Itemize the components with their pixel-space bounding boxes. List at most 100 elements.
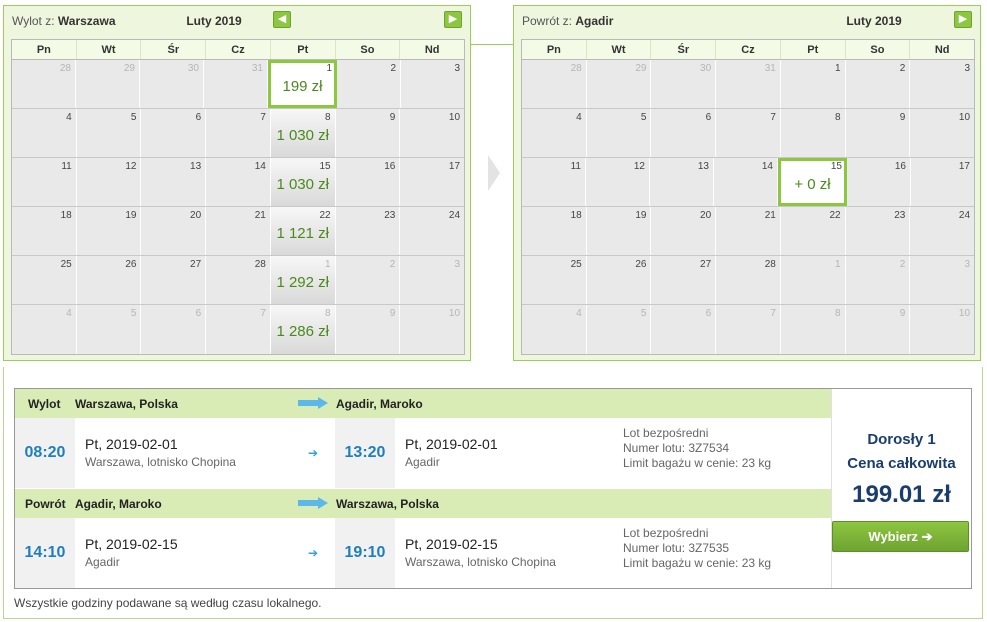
calendar-day-priced[interactable]: 15 + 0 zł [778, 158, 847, 206]
calendar-day: 28 [206, 256, 271, 304]
arrival-date: Pt, 2019-02-01 [405, 436, 498, 452]
calendar-day: 3 [910, 256, 975, 304]
return-leg-header: Powrót Agadir, Maroko Warszawa, Polska [15, 489, 831, 518]
calendar-day: 7 [716, 305, 781, 354]
calendar-day: 23 [845, 207, 911, 255]
calendar-day: 10 [400, 109, 465, 157]
day-number: 28 [59, 63, 71, 74]
calendar-week: 4 5 6 7 8 1 286 zł 9 10 [12, 305, 465, 354]
calendar-day: 28 [12, 60, 76, 108]
select-button[interactable]: Wybierz ➔ [832, 521, 969, 552]
calendar-week: 11 12 13 14 15 + 0 zł 16 17 [522, 158, 974, 207]
flight-info: Lot bezpośredni Numer lotu: 3Z7535 Limit… [623, 518, 831, 588]
day-number: 2 [390, 63, 396, 74]
calendar-day: 24 [910, 207, 975, 255]
calendar-day: 4 [12, 109, 77, 157]
departure-detail: Pt, 2019-02-15 Agadir ➔ [75, 518, 335, 588]
day-number: 14 [761, 161, 773, 172]
arrival-date: Pt, 2019-02-15 [405, 536, 498, 552]
next-month-button[interactable]: ▶ [954, 11, 972, 28]
calendar-day: 17 [911, 158, 974, 206]
dow-label: Cz [716, 40, 781, 59]
arrow-right-icon: ▶ [958, 13, 968, 25]
calendar-day: 31 [716, 60, 781, 108]
calendar-day-priced[interactable]: 8 1 286 zł [270, 305, 336, 354]
day-number: 3 [454, 259, 461, 270]
route-arrow-icon [298, 497, 328, 509]
day-number: 31 [251, 63, 263, 74]
calendar-day: 13 [141, 158, 207, 206]
day-number: 6 [195, 112, 202, 123]
day-number: 26 [125, 259, 137, 270]
calendar-day: 11 [12, 158, 77, 206]
day-number: 20 [700, 210, 712, 221]
calendar-day: 4 [522, 109, 587, 157]
calendar-day: 6 [141, 109, 207, 157]
calendar-day: 25 [12, 256, 77, 304]
dow-label: Pn [12, 40, 77, 59]
calendar-day: 29 [586, 60, 652, 108]
outbound-city: Warszawa [57, 14, 116, 28]
total-price: 199.01 zł [852, 481, 951, 508]
baggage-limit: Limit bagażu w cenie: 23 kg [623, 456, 772, 470]
calendar-week: 18 19 20 21 22 23 24 [522, 207, 975, 256]
calendar-day: 16 [847, 158, 911, 206]
day-number: 26 [635, 259, 647, 270]
calendar-day: 19 [76, 207, 142, 255]
outbound-month-label: Luty 2019 [186, 14, 242, 28]
day-number: 10 [958, 112, 971, 123]
day-number: 4 [576, 112, 582, 123]
timezone-note: Wszystkie godziny podawane są według cza… [14, 596, 322, 610]
calendar-day: 3 [910, 60, 975, 108]
baggage-limit: Limit bagażu w cenie: 23 kg [623, 556, 772, 570]
day-number: 7 [260, 308, 266, 319]
calendar-day: 7 [206, 305, 271, 354]
outbound-leg-header: Wylot Warszawa, Polska Agadir, Maroko [15, 389, 831, 418]
day-number: 9 [899, 112, 906, 123]
dow-label: Wt [77, 40, 142, 59]
day-price: 1 286 zł [276, 323, 329, 340]
calendar-day: 10 [910, 109, 975, 157]
return-weeks: 28 29 30 31 1 2 3 4 5 6 7 8 9 10 11 12 13 14 15 + 0 zł 16 17 1… [522, 60, 975, 354]
results-frame [3, 367, 983, 619]
day-number: 9 [389, 112, 396, 123]
day-number: 7 [260, 112, 266, 123]
calendar-day-priced[interactable]: 1 1 292 zł [270, 256, 336, 304]
dow-label: Śr [141, 40, 207, 59]
day-number: 6 [705, 308, 712, 319]
calendar-day-priced[interactable]: 15 1 030 zł [270, 158, 336, 206]
day-number: 20 [190, 210, 202, 221]
outbound-calendar-header: Wylot z: Warszawa ◀ Luty 2019 ▶ [4, 6, 470, 36]
departure-time: 08:20 [24, 444, 66, 461]
calendar-day: 2 [337, 60, 401, 108]
calendar-week: 18 19 20 21 22 1 121 zł 23 24 [12, 207, 465, 256]
calendar-day-priced[interactable]: 8 1 030 zł [270, 109, 336, 157]
day-number: 31 [764, 63, 776, 74]
day-number: 5 [130, 308, 137, 319]
calendar-day: 5 [76, 109, 142, 157]
next-month-button[interactable]: ▶ [444, 11, 462, 28]
dow-label: Pt [781, 40, 846, 59]
return-calendar: Powrót z: Agadir Luty 2019 ▶ Pn Wt Śr Cz… [513, 5, 981, 361]
day-price: 1 121 zł [276, 225, 329, 242]
calendar-day: 8 [780, 109, 846, 157]
calendar-day-priced[interactable]: 1 199 zł [268, 60, 337, 108]
calendar-day: 20 [141, 207, 207, 255]
calendar-day-priced[interactable]: 22 1 121 zł [270, 207, 336, 255]
calendar-day: 5 [76, 305, 142, 354]
return-label-prefix: Powrót z: [522, 14, 573, 28]
arrival-place: Agadir [405, 455, 440, 469]
day-number: 25 [60, 259, 72, 270]
arrow-right-icon: ➔ [308, 446, 319, 460]
day-number: 21 [254, 210, 266, 221]
calendar-day: 2 [845, 256, 911, 304]
day-number: 8 [835, 308, 841, 319]
day-number: 1 [325, 259, 331, 270]
day-number: 16 [894, 161, 906, 172]
calendar-day: 17 [400, 158, 465, 206]
dow-label: So [846, 40, 911, 59]
prev-month-button[interactable]: ◀ [273, 11, 291, 28]
dow-label: So [336, 40, 401, 59]
outbound-label-prefix: Wylot z: [12, 14, 55, 28]
passenger-count: Dorosły 1 [867, 431, 936, 448]
